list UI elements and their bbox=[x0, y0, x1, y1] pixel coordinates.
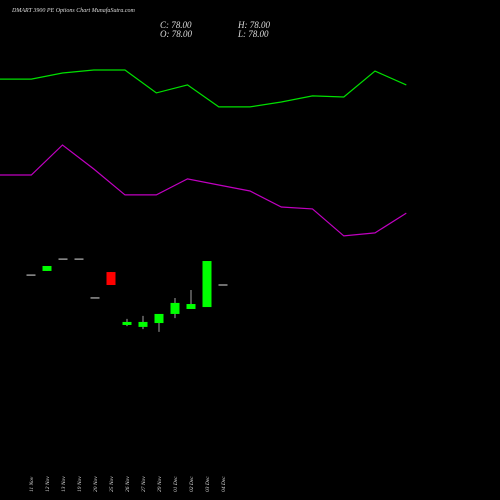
x-tick-label: 27 Nov bbox=[141, 476, 147, 492]
x-tick-label: 11 Nov bbox=[29, 476, 35, 492]
chart-title: DMART 3900 PE Options Chart MunafaSutra.… bbox=[11, 7, 136, 14]
ohlc-high: H: 78.00 bbox=[237, 20, 270, 30]
candle-body bbox=[106, 272, 116, 286]
candle-body bbox=[186, 304, 196, 309]
x-tick-label: 01 Dec bbox=[173, 476, 179, 492]
candle-body bbox=[122, 321, 132, 325]
x-tick-label: 13 Nov bbox=[61, 476, 67, 492]
candle-body bbox=[42, 265, 52, 271]
candle-body bbox=[170, 302, 180, 314]
ohlc-open: O: 78.00 bbox=[160, 29, 192, 39]
x-tick-label: 20 Nov bbox=[93, 476, 99, 492]
candle-body bbox=[154, 313, 164, 324]
ohlc-low: L: 78.00 bbox=[237, 29, 269, 39]
x-tick-label: 02 Dec bbox=[189, 476, 195, 492]
indicator-line bbox=[0, 69, 407, 108]
x-tick-label: 04 Dec bbox=[220, 476, 227, 492]
x-tick-label: 26 Nov bbox=[125, 476, 131, 492]
ohlc-close: C: 78.00 bbox=[160, 20, 192, 30]
x-tick-label: 03 Dec bbox=[205, 476, 211, 492]
x-tick-label: 19 Nov bbox=[77, 476, 83, 492]
indicator-line bbox=[0, 144, 407, 237]
x-tick-label: 12 Nov bbox=[45, 476, 51, 492]
candle-body bbox=[138, 321, 148, 327]
x-tick-label: 29 Nov bbox=[157, 476, 163, 492]
x-tick-label: 25 Nov bbox=[109, 476, 115, 492]
candle-body bbox=[202, 261, 212, 308]
